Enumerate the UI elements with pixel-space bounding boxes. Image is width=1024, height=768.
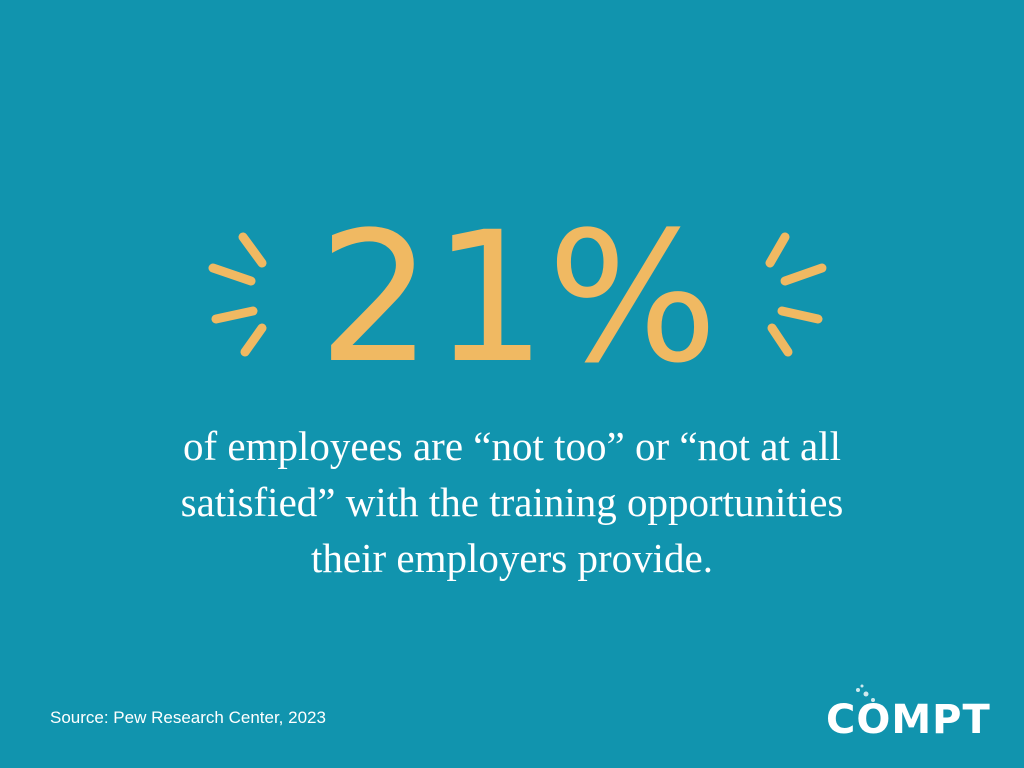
- dot: [863, 691, 869, 697]
- dot: [871, 698, 875, 702]
- burst-left: [208, 232, 267, 357]
- body-line: their employers provide.: [311, 535, 713, 581]
- dot: [860, 684, 864, 688]
- burst-right: [765, 232, 827, 357]
- ray: [767, 323, 793, 357]
- ray: [211, 306, 258, 324]
- dot: [856, 688, 860, 692]
- ray: [238, 232, 267, 268]
- logo-dots: [856, 684, 875, 702]
- ray: [240, 323, 267, 357]
- ray: [765, 232, 790, 268]
- ray: [780, 263, 827, 286]
- logo: COMPT: [826, 697, 991, 743]
- body-line: of employees are “not too” or “not at al…: [183, 423, 841, 469]
- headline-stat: 21%: [318, 194, 718, 403]
- body-line: satisfied” with the training opportuniti…: [181, 479, 844, 525]
- ray: [777, 306, 823, 324]
- ray: [208, 263, 256, 286]
- source: Source: Pew Research Center, 2023: [50, 708, 326, 727]
